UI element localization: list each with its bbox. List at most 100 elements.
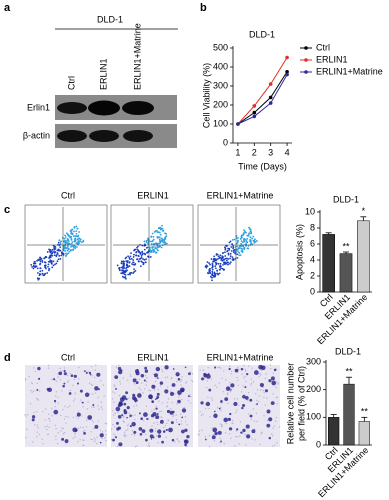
- flow-dot: [156, 231, 159, 234]
- cell: [217, 430, 222, 435]
- membrane-pore: [87, 401, 89, 403]
- flow-dot: [54, 251, 57, 253]
- membrane-pore: [212, 434, 215, 436]
- cell: [169, 391, 175, 397]
- flow-dot: [243, 240, 246, 243]
- y-tick-label: 0: [223, 137, 228, 147]
- membrane-pore: [159, 385, 162, 387]
- cell: [224, 397, 229, 402]
- cell: [186, 434, 190, 439]
- membrane-pore: [229, 365, 231, 367]
- membrane-pore: [269, 364, 272, 366]
- flow-dot: [161, 238, 164, 241]
- membrane-pore: [171, 401, 173, 404]
- membrane-pore: [134, 414, 136, 416]
- cell: [143, 379, 146, 382]
- flow-dot: [143, 240, 146, 243]
- flow-dot: [213, 255, 216, 258]
- membrane-pore: [80, 426, 82, 428]
- membrane-pore: [160, 410, 162, 413]
- membrane-pore: [34, 370, 37, 373]
- flow-dot: [44, 272, 47, 275]
- membrane-pore: [110, 439, 113, 441]
- membrane-pore: [219, 437, 221, 439]
- flow-dot: [57, 241, 60, 244]
- flow-dot: [231, 256, 234, 259]
- membrane-pore: [113, 414, 115, 416]
- blot-title: DLD-1: [97, 14, 123, 24]
- flow-dot: [67, 252, 70, 255]
- bar: [339, 253, 353, 293]
- membrane-pore: [161, 368, 163, 371]
- membrane-pore: [158, 410, 161, 413]
- membrane-pore: [207, 366, 210, 369]
- y-axis-label: Relative cell number: [285, 363, 295, 445]
- flow-dot: [251, 237, 253, 240]
- flow-dot: [74, 239, 77, 242]
- flow-dot: [237, 250, 239, 253]
- cell: [171, 383, 176, 387]
- y-tick-label: 6: [310, 238, 315, 248]
- membrane-pore: [272, 372, 275, 375]
- flow-dot: [229, 255, 232, 258]
- membrane-pore: [66, 381, 69, 383]
- cell: [68, 392, 72, 395]
- cell: [169, 410, 174, 415]
- flow-dot: [161, 224, 163, 227]
- flow-dot: [142, 262, 145, 264]
- membrane-pore: [127, 423, 130, 425]
- membrane-pore: [197, 433, 200, 435]
- flow-dot: [211, 268, 214, 271]
- cell: [139, 432, 143, 436]
- membrane-pore: [153, 388, 156, 391]
- flow-dot: [48, 268, 51, 270]
- flow-dot: [122, 263, 125, 266]
- membrane-pore: [258, 376, 260, 378]
- cell: [121, 414, 124, 417]
- membrane-pore: [181, 398, 183, 401]
- membrane-pore: [250, 378, 252, 380]
- membrane-pore: [101, 437, 103, 440]
- membrane-pore: [83, 444, 85, 447]
- membrane-pore: [233, 398, 236, 400]
- membrane-pore: [266, 419, 269, 422]
- cell: [117, 415, 122, 419]
- cell: [31, 415, 36, 419]
- membrane-pore: [239, 421, 242, 423]
- flow-dot: [245, 243, 247, 245]
- membrane-pore: [63, 367, 66, 369]
- membrane-pore: [32, 441, 34, 443]
- membrane-pore: [78, 366, 80, 369]
- flow-dot: [71, 241, 74, 243]
- membrane-pore: [155, 435, 158, 437]
- flow-dot: [70, 232, 73, 234]
- membrane-pore: [153, 422, 155, 424]
- flow-dot: [75, 242, 78, 245]
- flow-dot: [127, 255, 130, 258]
- flow-dot: [160, 240, 163, 243]
- flow-dot: [71, 233, 74, 236]
- flow-dot: [36, 267, 39, 270]
- flow-dot: [241, 248, 244, 251]
- flow-dot: [230, 246, 233, 248]
- cell: [271, 380, 277, 386]
- membrane-pore: [167, 386, 169, 388]
- flow-dot: [69, 230, 72, 232]
- membrane-pore: [237, 384, 239, 387]
- flow-dot: [208, 269, 211, 272]
- membrane-pore: [170, 408, 172, 410]
- micrograph-label: ERLIN1: [137, 352, 169, 362]
- flow-dot: [124, 275, 127, 278]
- membrane-pore: [270, 367, 272, 370]
- flow-dot: [140, 265, 142, 268]
- membrane-pore: [123, 415, 125, 418]
- membrane-pore: [189, 394, 191, 396]
- membrane-pore: [263, 391, 265, 394]
- flow-dot: [247, 244, 250, 247]
- membrane-pore: [272, 427, 274, 429]
- membrane-pore: [134, 446, 137, 448]
- membrane-pore: [100, 406, 102, 408]
- membrane-pore: [218, 382, 220, 384]
- membrane-pore: [260, 374, 262, 376]
- membrane-pore: [36, 435, 38, 438]
